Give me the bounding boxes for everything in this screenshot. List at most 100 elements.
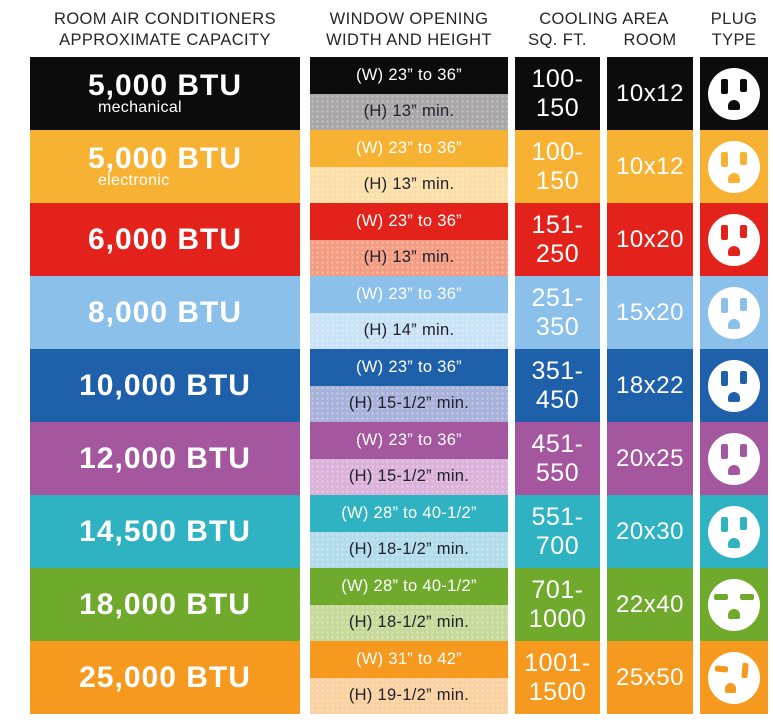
room-size-value: 22x40 [616,590,684,618]
power-outlet-icon [708,140,760,193]
outlet-ground-hole [728,172,740,183]
btu-value: 18,000 BTU [79,587,251,621]
sqft-range-line1: 100- [531,137,584,166]
table-row: 8,000 BTU (W) 23” to 36” (H) 14” min. 25… [0,276,773,349]
room-size-cell: 22x40 [607,568,693,641]
sqft-subheader: SQ. FT. [528,31,587,49]
outlet-ground-hole [725,682,736,693]
plug-type-cell [700,203,768,276]
outlet-slot-right [741,662,749,678]
outlet-slot-left [721,370,728,386]
btu-block: 12,000 BTU [79,443,251,475]
outlet-ground-hole [728,318,740,329]
plug-type-cell [700,495,768,568]
outlet-slot-left [714,593,728,600]
outlet-slot-left [721,516,728,532]
sqft-range-line2: 150 [535,93,580,122]
window-header-line2: WIDTH AND HEIGHT [326,31,492,49]
table-row: 18,000 BTU (W) 28” to 40-1/2” (H) 18-1/2… [0,568,773,641]
sqft-range-line1: 251- [531,283,584,312]
plug-type-cell [700,130,768,203]
capacity-header-line2: APPROXIMATE CAPACITY [59,31,271,49]
window-height-value: (H) 14” min. [310,312,508,349]
btu-value: 14,500 BTU [79,514,251,548]
outlet-slot-left [714,664,729,673]
table-header: ROOM AIR CONDITIONERS APPROXIMATE CAPACI… [0,0,773,57]
table-row: 6,000 BTU (W) 23” to 36” (H) 13” min. 15… [0,203,773,276]
window-height-value: (H) 15-1/2” min. [310,458,508,495]
cooling-header-title: COOLING AREA [539,10,669,28]
window-header-line1: WINDOW OPENING [329,10,489,28]
window-width-value: (W) 23” to 36” [310,203,508,240]
power-outlet-icon [708,213,760,266]
outlet-ground-hole [728,245,740,256]
sqft-range-line1: 701- [531,575,584,604]
plug-type-cell [700,568,768,641]
sqft-range-line2: 700 [535,531,580,560]
outlet-slot-right [740,297,747,311]
btu-block: 5,000 BTU electronic [88,143,242,191]
window-width-value: (W) 31” to 42” [310,641,508,678]
cooling-sqft-cell: 100- 150 [515,57,600,130]
room-size-cell: 15x20 [607,276,693,349]
window-width-value: (W) 28” to 40-1/2” [310,568,508,605]
btu-block: 18,000 BTU [79,589,251,621]
sqft-range-line1: 351- [531,356,584,385]
window-height-value: (H) 15-1/2” min. [310,385,508,422]
plug-type-cell [700,641,768,714]
btu-block: 10,000 BTU [79,370,251,402]
window-column-header: WINDOW OPENING WIDTH AND HEIGHT [310,9,508,51]
btu-value: 10,000 BTU [79,368,251,402]
room-size-cell: 20x25 [607,422,693,495]
outlet-slot-left [721,151,728,167]
btu-sublabel: electronic [97,172,170,190]
room-size-value: 20x25 [616,444,684,472]
cooling-sqft-cell: 451- 550 [515,422,600,495]
sqft-range-line2: 1000 [528,604,587,633]
power-outlet-icon [708,432,760,485]
outlet-slot-right [740,516,747,530]
window-width-value: (W) 23” to 36” [310,57,508,94]
cooling-sqft-cell: 151- 250 [515,203,600,276]
btu-block: 5,000 BTU mechanical [88,70,242,118]
plug-header-line1: PLUG [710,10,758,28]
cooling-area-column-header: COOLING AREA SQ. FT. ROOM [515,9,693,51]
capacity-cell: 12,000 BTU [30,422,300,495]
outlet-ground-hole [728,608,740,619]
outlet-slot-left [721,297,728,313]
btu-value: 5,000 BTU [87,141,243,175]
window-opening-cell: (W) 23” to 36” (H) 13” min. [310,130,508,203]
outlet-slot-left [721,224,728,240]
room-subheader: ROOM [623,31,677,49]
window-height-value: (H) 18-1/2” min. [310,531,508,568]
room-size-cell: 20x30 [607,495,693,568]
table-row: 10,000 BTU (W) 23” to 36” (H) 15-1/2” mi… [0,349,773,422]
power-outlet-icon [708,651,760,704]
power-outlet-icon [708,286,760,339]
outlet-ground-hole [728,391,740,402]
btu-block: 14,500 BTU [79,516,251,548]
window-width-value: (W) 23” to 36” [310,422,508,459]
cooling-sqft-cell: 701- 1000 [515,568,600,641]
window-height-value: (H) 19-1/2” min. [310,677,508,714]
table-row: 12,000 BTU (W) 23” to 36” (H) 15-1/2” mi… [0,422,773,495]
capacity-cell: 14,500 BTU [30,495,300,568]
plug-type-cell [700,349,768,422]
btu-block: 6,000 BTU [88,224,242,256]
outlet-slot-right [740,370,747,384]
capacity-cell: 8,000 BTU [30,276,300,349]
cooling-sqft-cell: 351- 450 [515,349,600,422]
power-outlet-icon [708,359,760,412]
table-row: 14,500 BTU (W) 28” to 40-1/2” (H) 18-1/2… [0,495,773,568]
sqft-range-line2: 350 [535,312,580,341]
plug-type-cell [700,276,768,349]
room-size-value: 10x12 [616,79,684,107]
capacity-cell: 5,000 BTU electronic [30,130,300,203]
outlet-ground-hole [728,464,740,475]
room-size-value: 18x22 [616,371,684,399]
room-size-value: 20x30 [616,517,684,545]
table-row: 25,000 BTU (W) 31” to 42” (H) 19-1/2” mi… [0,641,773,714]
room-size-value: 25x50 [616,663,684,691]
sqft-range-line2: 250 [535,239,580,268]
